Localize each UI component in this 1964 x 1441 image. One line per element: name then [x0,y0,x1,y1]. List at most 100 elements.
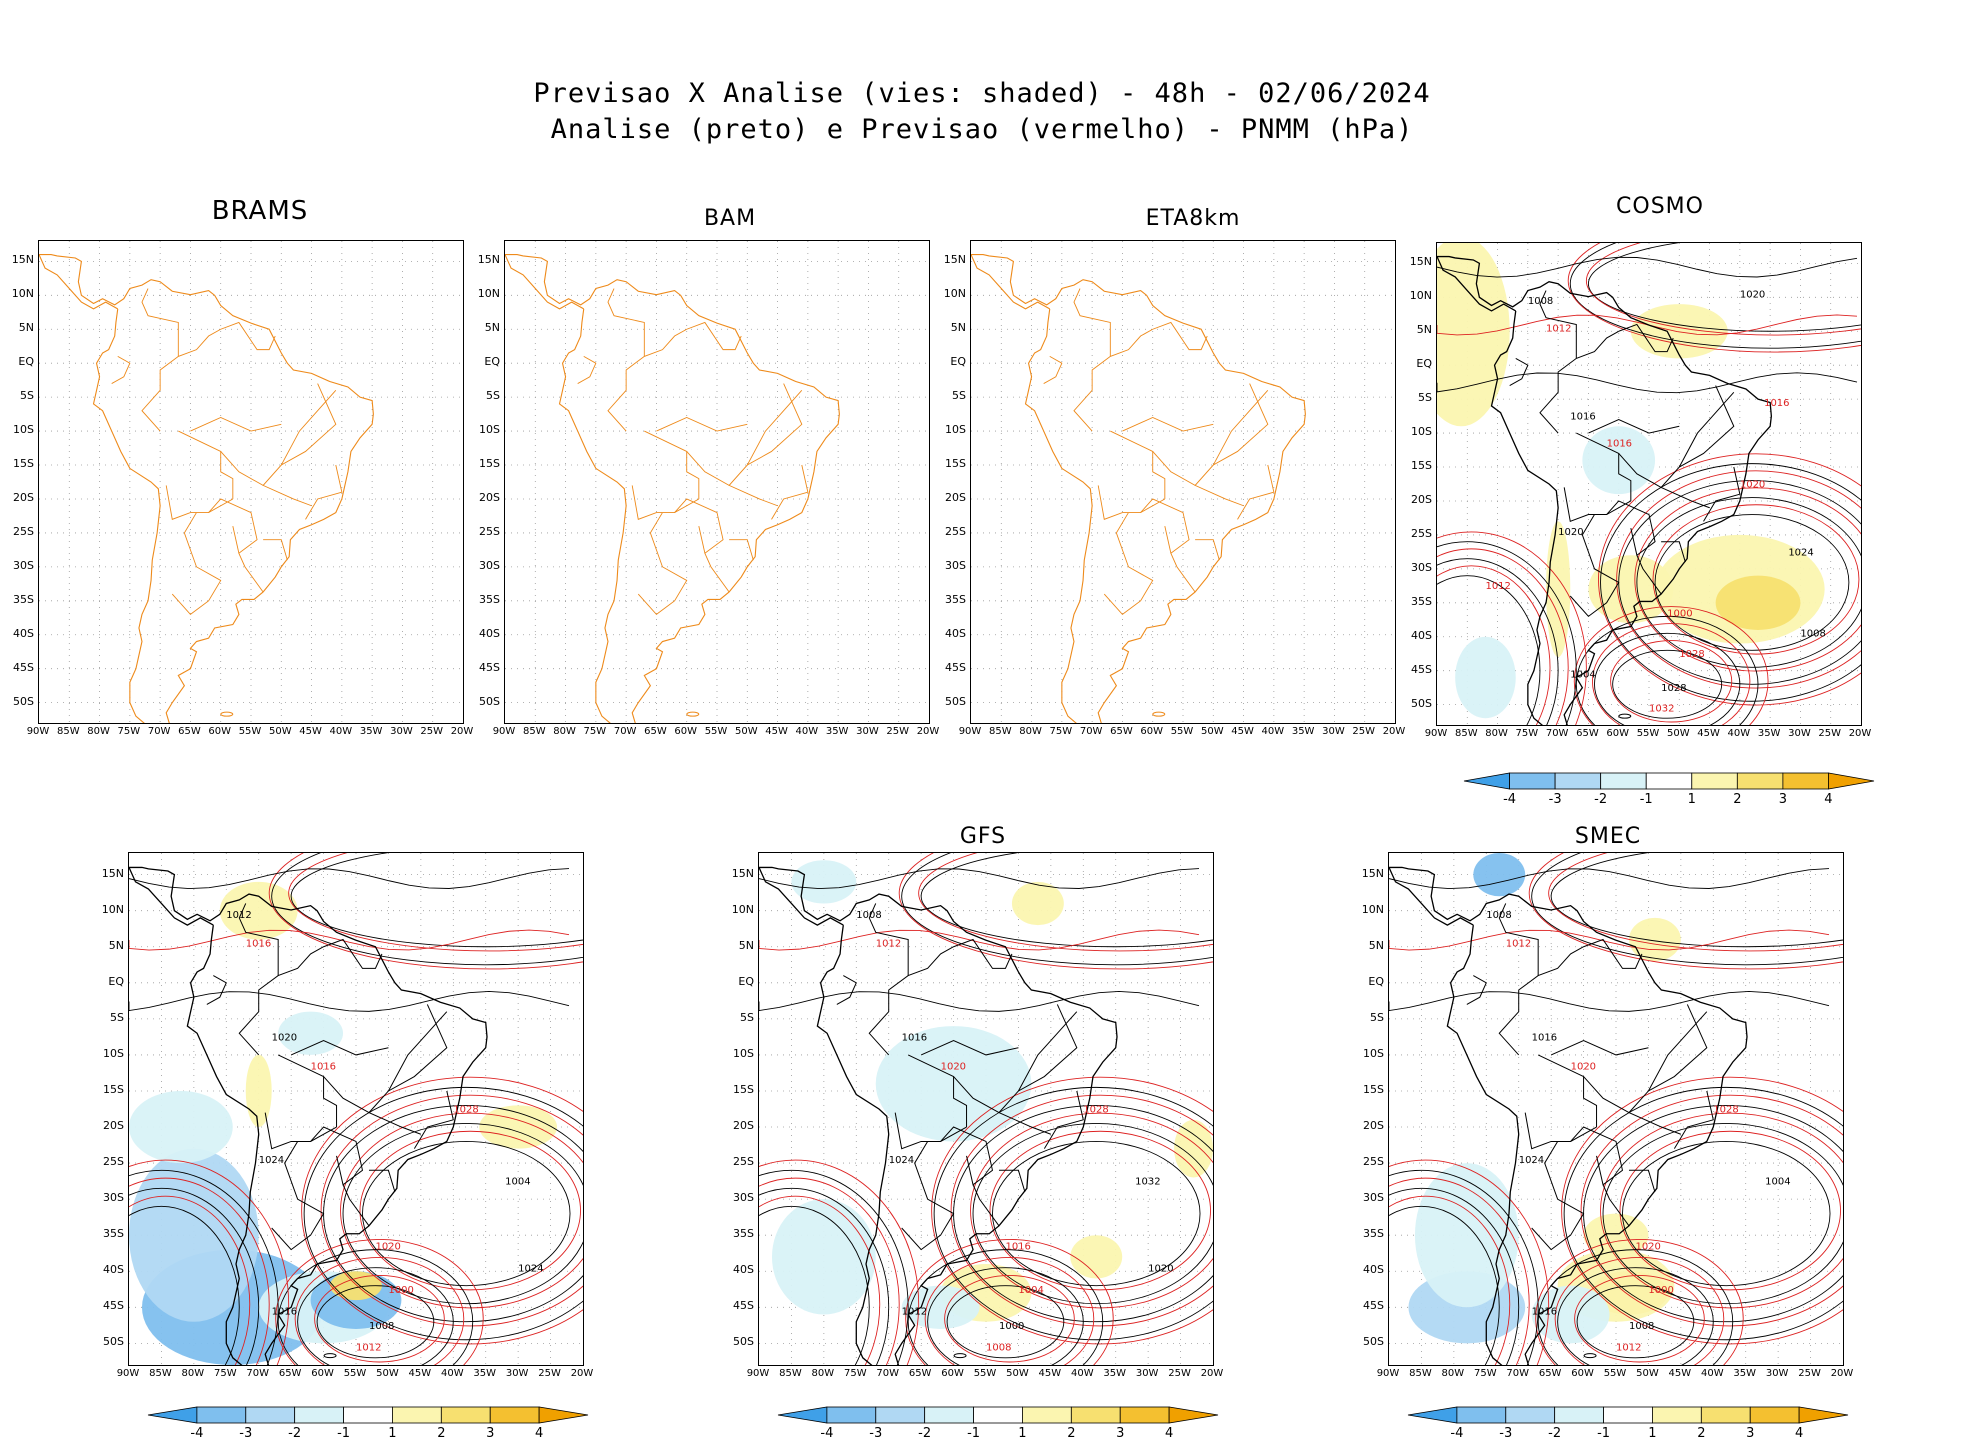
lon-tick-label: 65W [278,1368,302,1379]
colorbar-label: 1 [388,1426,397,1441]
lat-tick-label: 40S [103,1263,124,1277]
lat-tick-label: 5N [18,321,34,335]
lat-tick-label: 35S [733,1227,754,1241]
lat-tick-label: 35S [1411,594,1432,608]
lon-tick-label: 80W [1441,1368,1465,1379]
lat-tick-label: 25S [1411,526,1432,540]
colorbar-swatch [924,1406,974,1424]
contour-label: 1000 [1667,608,1692,619]
colorbar-swatch [1554,1406,1604,1424]
lon-tick-label: 75W [843,1368,867,1379]
lat-tick-label: 45S [103,1299,124,1313]
lat-tick-label: 50S [103,1335,124,1349]
contour-label: 1028 [1083,1105,1108,1116]
contour-label: 1008 [1629,1321,1654,1332]
lon-tick-label: 85W [988,726,1012,737]
map-panel-bam [504,240,930,724]
colorbar-label: -4 [820,1426,834,1441]
colorbar-swatch [294,1406,344,1424]
colorbar-swatch [1700,1406,1751,1424]
map-panel-unnamed: 1012 1016 1020 1016 1024 1028 1004 1000 1008 1012… [128,852,584,1366]
lat-tick-label: 50S [733,1335,754,1349]
contour-label: 1028 [453,1105,478,1116]
lat-tick-label: 20S [1411,492,1432,506]
lat-tick-label: 10N [477,287,500,301]
colorbar-label: 4 [1824,792,1833,807]
lat-tick-label: 15N [101,866,124,880]
lat-tick-label: 45S [733,1299,754,1313]
lat-tick-label: 5S [486,389,500,403]
lon-tick-label: 70W [613,726,637,737]
lat-tick-label: 5N [1416,323,1432,337]
lon-tick-label: 90W [1376,1368,1400,1379]
lat-tick-label: 50S [1363,1335,1384,1349]
contour-label: 1008 [369,1321,394,1332]
colorbar-swatch [392,1406,442,1424]
colorbar-label: -2 [1548,1426,1562,1441]
contour-label: 1020 [1635,1242,1660,1253]
colorbar-swatch [196,1406,247,1424]
colorbar-swatch [875,1406,926,1424]
lon-tick-label: 70W [147,726,171,737]
lon-tick-label: 20W [1830,1368,1854,1379]
lat-tick-label: EQ [738,974,754,988]
contour-label: 1008 [1800,629,1825,640]
lon-tick-label: 55W [343,1368,367,1379]
lat-tick-label: EQ [484,355,500,369]
lat-tick-label: 10S [733,1046,754,1060]
lat-tick-label: 25S [1363,1155,1384,1169]
colorbar-swatch [1652,1406,1702,1424]
lat-tick-label: 45S [1411,662,1432,676]
lon-tick-label: 85W [1454,728,1478,739]
lon-tick-label: 70W [246,1368,270,1379]
lon-tick-label: 30W [505,1368,529,1379]
lat-tick-label: 10N [11,287,34,301]
lat-tick-label: 30S [479,558,500,572]
lat-tick-label: 40S [13,626,34,640]
lat-tick-label: 35S [13,592,34,606]
lon-tick-label: 40W [1727,728,1751,739]
contour-label: 1004 [1570,669,1595,680]
contour-label: 1032 [1135,1177,1160,1188]
lat-tick-label: 40S [1411,628,1432,642]
lat-tick-label: 5N [484,321,500,335]
lon-tick-label: 50W [734,726,758,737]
colorbar-label: -1 [337,1426,351,1441]
contour-label: 1028 [1679,649,1704,660]
lon-tick-label: 30W [1322,726,1345,737]
lat-tick-label: 5S [952,389,966,403]
lon-tick-label: 35W [1733,1368,1757,1379]
contour-label: 1024 [1788,547,1813,558]
lon-tick-label: 60W [208,726,232,737]
lat-tick-label: 25S [13,524,34,538]
lon-tick-label: 20W [916,726,940,737]
contour-label: 1016 [272,1307,297,1318]
contour-label: 1024 [518,1263,543,1274]
contour-label: 1012 [876,939,901,950]
figure-title-line1: Previsao X Analise (vies: shaded) - 48h … [533,78,1431,109]
contour-label: 1016 [1532,1307,1557,1318]
colorbar-swatch [147,1406,198,1424]
lon-tick-label: 55W [973,1368,997,1379]
lat-tick-label: 15S [945,457,966,471]
colorbar-swatch [1119,1406,1170,1424]
colorbar-label: 4 [534,1426,544,1441]
lon-tick-label: 25W [420,726,444,737]
contour-label: 1016 [311,1061,336,1072]
colorbar-label: -1 [1639,792,1653,807]
lon-tick-label: 20W [1848,728,1872,739]
lat-tick-label: EQ [18,355,34,369]
colorbar-label: -1 [1597,1426,1611,1441]
colorbar-label: 2 [1697,1426,1706,1441]
colorbar-label: -4 [190,1426,204,1441]
contour-label: 1012 [226,910,251,921]
lon-tick-label: 70W [876,1368,900,1379]
lat-tick-label: 30S [13,558,34,572]
colorbar-label: 2 [1733,792,1742,807]
contour-label: 1032 [1649,703,1674,714]
map-panel-brams [38,240,464,724]
lon-tick-label: 45W [765,726,788,737]
lon-tick-label: 40W [795,726,819,737]
lat-tick-label: 35S [1363,1227,1384,1241]
colorbar-label: -2 [1594,792,1608,807]
